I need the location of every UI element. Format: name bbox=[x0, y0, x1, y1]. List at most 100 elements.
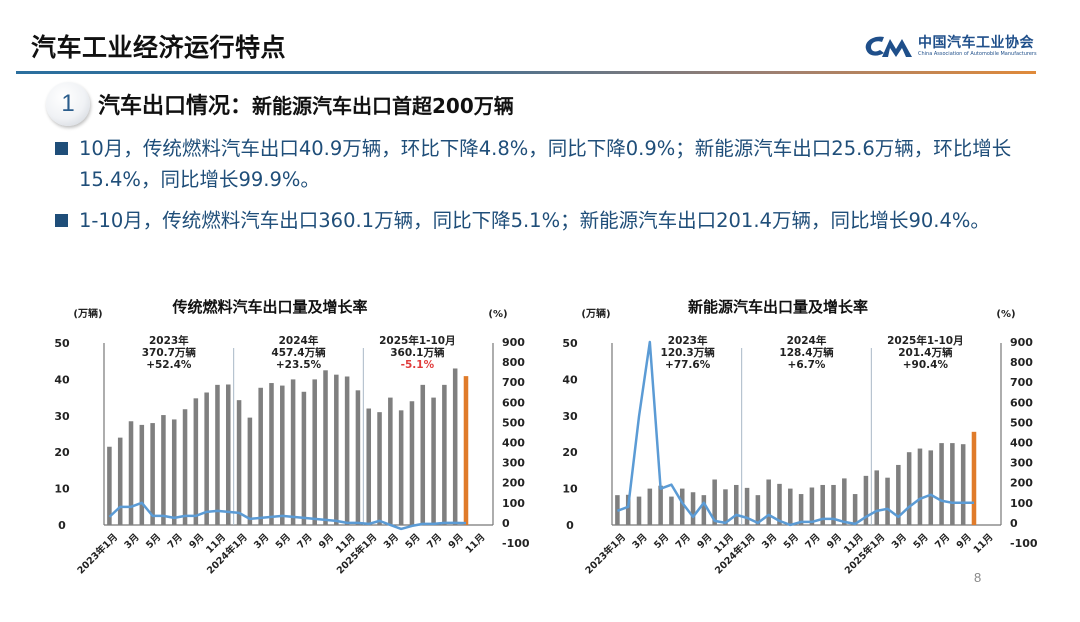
y2-tick-label: 300 bbox=[1010, 457, 1033, 470]
bar bbox=[939, 443, 944, 525]
bullet-text: 1-10月，传统燃料汽车出口360.1万辆，同比下降5.1%；新能源汽车出口20… bbox=[79, 209, 990, 232]
growth-rate-line bbox=[616, 340, 974, 527]
x-tick-label: 7月 bbox=[933, 532, 952, 551]
bar bbox=[679, 488, 685, 525]
bar bbox=[636, 496, 642, 525]
bar bbox=[690, 492, 696, 525]
y-tick-label: 40 bbox=[54, 373, 70, 386]
y2-tick-label: 500 bbox=[502, 416, 525, 429]
bar bbox=[366, 408, 372, 525]
logo-en-text: China Association of Automobile Manufact… bbox=[918, 50, 1037, 57]
bar bbox=[766, 479, 771, 525]
period-annotation: 2025年1-10月 bbox=[887, 334, 964, 347]
section-subtitle: 新能源汽车出口首超200万辆 bbox=[252, 93, 514, 118]
y2-tick-label: 0 bbox=[502, 517, 510, 530]
square-bullet-icon bbox=[55, 214, 68, 227]
x-tick-label: 2023年1月 bbox=[583, 531, 628, 576]
x-tick-label: 3月 bbox=[890, 532, 909, 551]
bar bbox=[431, 397, 436, 525]
y2-tick-label: -100 bbox=[1010, 537, 1038, 550]
y-tick-label: 50 bbox=[562, 337, 578, 350]
bar bbox=[420, 384, 426, 525]
bar bbox=[950, 443, 955, 525]
x-tick-label: 2023年1月 bbox=[75, 531, 120, 576]
y2-axis-unit-label: (%) bbox=[488, 309, 507, 320]
x-tick-label: 5月 bbox=[782, 532, 801, 551]
bar bbox=[744, 487, 750, 525]
x-tick-label: 3月 bbox=[382, 532, 401, 551]
bar bbox=[647, 488, 653, 525]
period-annotation: +6.7% bbox=[788, 359, 826, 371]
bar bbox=[906, 452, 912, 525]
bar bbox=[258, 387, 263, 525]
y-tick-label: 10 bbox=[562, 483, 578, 496]
bar bbox=[344, 376, 350, 525]
y-tick-label: 30 bbox=[54, 410, 70, 423]
page-number: 8 bbox=[974, 570, 982, 585]
logo-mark-icon bbox=[865, 36, 912, 57]
chart-traditional-fuel-export: 传统燃料汽车出口量及增长率 (万辆) (%) 0 10 20 30 40 50 -100 0 100 2… bbox=[40, 290, 540, 590]
bar bbox=[323, 370, 328, 525]
bar bbox=[280, 385, 285, 525]
bar bbox=[701, 495, 707, 525]
bar bbox=[798, 494, 804, 525]
bar bbox=[723, 489, 728, 525]
bar bbox=[852, 494, 858, 525]
chart-nev-export: 新能源汽车出口量及增长率 (万辆) (%) 0 10 20 30 40 50 -100 0 100 20… bbox=[548, 290, 1048, 590]
y2-tick-label: 700 bbox=[502, 376, 525, 389]
x-tick-label: 7月 bbox=[295, 532, 314, 551]
bar bbox=[842, 478, 847, 525]
bullet-item: 1-10月，传统燃料汽车出口360.1万辆，同比下降5.1%；新能源汽车出口20… bbox=[55, 205, 1045, 236]
y2-tick-label: 100 bbox=[502, 497, 525, 510]
y2-tick-label: 400 bbox=[1010, 437, 1033, 450]
bar bbox=[928, 450, 934, 525]
chart-title: 传统燃料汽车出口量及增长率 bbox=[171, 298, 367, 316]
bar bbox=[733, 484, 739, 525]
bar bbox=[247, 417, 253, 525]
page-title: 汽车工业经济运行特点 bbox=[31, 33, 287, 62]
bar bbox=[107, 446, 112, 525]
y2-tick-label: 900 bbox=[1010, 336, 1033, 349]
period-annotation: 201.4万辆 bbox=[898, 346, 953, 359]
y2-tick-label: 700 bbox=[1010, 376, 1033, 389]
bar bbox=[625, 494, 631, 525]
growth-rate-line bbox=[108, 501, 467, 531]
y2-tick-label: 900 bbox=[502, 336, 525, 349]
period-annotation: +23.5% bbox=[276, 359, 322, 371]
logo: 中国汽车工业协会 China Association of Automobile… bbox=[862, 33, 1037, 59]
bar bbox=[755, 495, 761, 525]
logo-cn-text: 中国汽车工业协会 bbox=[918, 34, 1034, 51]
period-annotation: 2023年 bbox=[668, 334, 708, 347]
y2-axis-unit-label: (%) bbox=[996, 309, 1015, 320]
y2-tick-label: 600 bbox=[1010, 396, 1033, 409]
section-number-badge: 1 bbox=[46, 82, 90, 126]
bar bbox=[398, 410, 404, 525]
y-tick-label: 10 bbox=[54, 483, 70, 496]
bar bbox=[712, 479, 717, 525]
chart-title: 新能源汽车出口量及增长率 bbox=[688, 298, 868, 316]
bar bbox=[820, 484, 825, 525]
bar bbox=[971, 431, 977, 525]
bar bbox=[409, 401, 415, 525]
bar bbox=[204, 392, 209, 525]
y2-tick-label: 400 bbox=[502, 437, 525, 450]
bar bbox=[161, 415, 166, 525]
bar bbox=[863, 475, 869, 525]
x-tick-label: 11月 bbox=[972, 532, 996, 556]
bar bbox=[788, 488, 793, 525]
period-annotation: -5.1% bbox=[401, 359, 435, 371]
bar bbox=[809, 487, 815, 525]
bar bbox=[452, 368, 458, 525]
section-title: 汽车出口情况： bbox=[98, 94, 253, 119]
bar bbox=[355, 390, 361, 525]
header-divider bbox=[16, 71, 1036, 74]
y-axis-unit-label: (万辆) bbox=[581, 307, 610, 320]
period-annotation: 457.4万辆 bbox=[271, 346, 326, 359]
x-tick-label: 5月 bbox=[274, 532, 293, 551]
y-tick-label: 0 bbox=[566, 519, 574, 532]
y-axis-unit-label: (万辆) bbox=[73, 307, 102, 320]
period-annotation: +52.4% bbox=[146, 359, 192, 371]
period-annotation: 370.7万辆 bbox=[142, 346, 197, 359]
x-tick-label: 7月 bbox=[803, 532, 822, 551]
y-tick-label: 20 bbox=[54, 446, 70, 459]
